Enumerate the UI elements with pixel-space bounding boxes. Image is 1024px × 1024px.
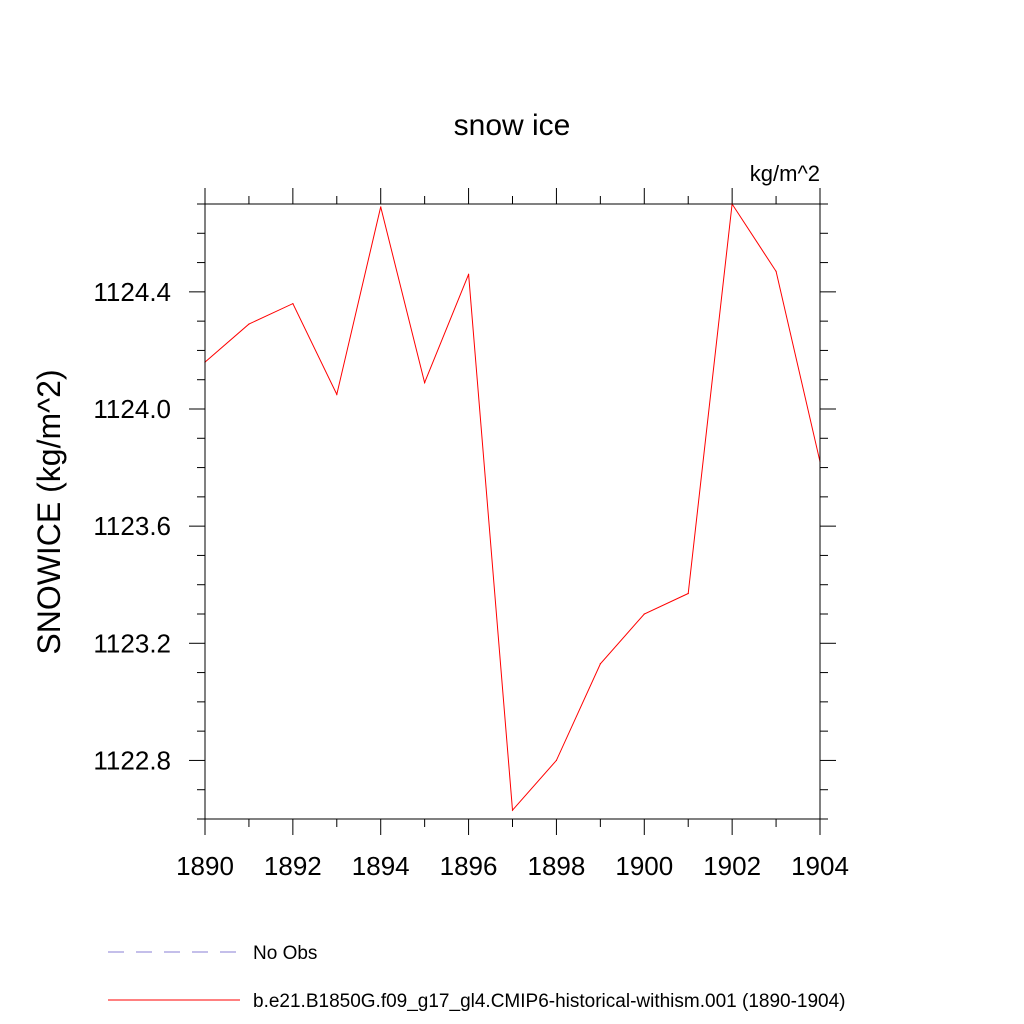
axis-ticks (189, 188, 836, 835)
x-tick-label: 1890 (176, 851, 234, 881)
units-label: kg/m^2 (750, 161, 820, 186)
y-tick-label: 1124.0 (93, 394, 171, 424)
y-tick-label: 1122.8 (93, 745, 171, 775)
x-tick-label: 1896 (440, 851, 498, 881)
y-tick-label: 1123.2 (93, 628, 171, 658)
data-point (380, 206, 382, 208)
data-point (292, 302, 294, 305)
data-point (555, 759, 558, 762)
data-point (599, 663, 601, 665)
y-tick-labels: 1122.8 1123.2 1123.6 1124.0 1124.4 (93, 277, 171, 776)
x-tick-label: 1904 (791, 851, 849, 881)
y-axis-label: SNOWICE (kg/m^2) (31, 369, 67, 654)
data-point (687, 592, 689, 595)
series-lines (204, 202, 821, 812)
data-point (643, 613, 645, 615)
data-point (424, 382, 426, 384)
legend: No Obs b.e21.B1850G.f09_g17_gl4.CMIP6-his… (108, 943, 846, 1012)
series-line (204, 202, 821, 812)
x-tick-label: 1898 (528, 851, 586, 881)
data-point (511, 809, 514, 811)
x-tick-label: 1892 (264, 851, 322, 881)
chart-title: snow ice (454, 109, 571, 142)
data-point (248, 323, 250, 325)
data-point (775, 270, 777, 272)
x-tick-label: 1902 (703, 851, 761, 881)
y-tick-label: 1123.6 (93, 511, 171, 541)
legend-label: b.e21.B1850G.f09_g17_gl4.CMIP6-historica… (253, 991, 846, 1012)
data-point (467, 273, 470, 275)
x-tick-labels: 1890 1892 1894 1896 1898 1900 1902 1904 (176, 851, 849, 881)
plot-frame (204, 203, 821, 820)
data-point (336, 393, 338, 395)
y-tick-label: 1124.4 (93, 277, 171, 307)
x-tick-label: 1900 (615, 851, 673, 881)
legend-label: No Obs (253, 943, 317, 964)
x-tick-label: 1894 (352, 851, 410, 881)
